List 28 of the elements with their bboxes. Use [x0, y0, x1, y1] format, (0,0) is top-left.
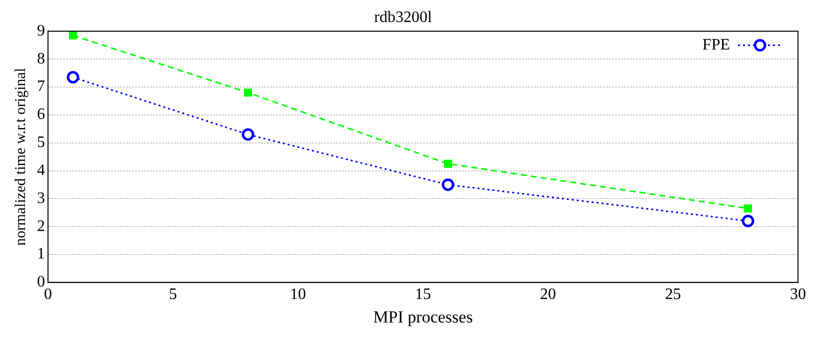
y-tick-label: 0 — [37, 274, 45, 291]
point — [68, 31, 78, 40]
x-axis-title: MPI processes — [373, 307, 473, 326]
y-tick-label: 8 — [37, 50, 45, 68]
point — [242, 128, 254, 141]
point — [442, 178, 454, 191]
x-tick-label: 15 — [415, 286, 431, 304]
x-tick-label: 10 — [290, 286, 306, 304]
y-tick-label: 6 — [37, 106, 45, 124]
y-tick-label: 4 — [37, 162, 45, 179]
x-tick-label: 20 — [540, 286, 556, 304]
x-tick-label: 25 — [665, 286, 681, 304]
x-tick-label: 5 — [169, 286, 177, 304]
legend-label: FPE — [702, 36, 730, 54]
point — [742, 214, 754, 228]
x-tick-label: 30 — [790, 286, 806, 304]
chart-title: rdb3200l — [374, 8, 432, 26]
point — [744, 204, 752, 212]
point — [66, 71, 80, 84]
y-tick-label: 5 — [37, 134, 45, 152]
y-tick-label: 1 — [37, 246, 45, 263]
point — [444, 160, 452, 168]
point — [244, 88, 252, 97]
y-tick-label: 7 — [37, 78, 45, 96]
y-tick-label: 2 — [37, 218, 45, 235]
y-axis-title: normalized time w.r.t original — [12, 68, 29, 246]
y-tick-label: 9 — [37, 22, 45, 40]
y-tick-label: 3 — [37, 190, 45, 207]
